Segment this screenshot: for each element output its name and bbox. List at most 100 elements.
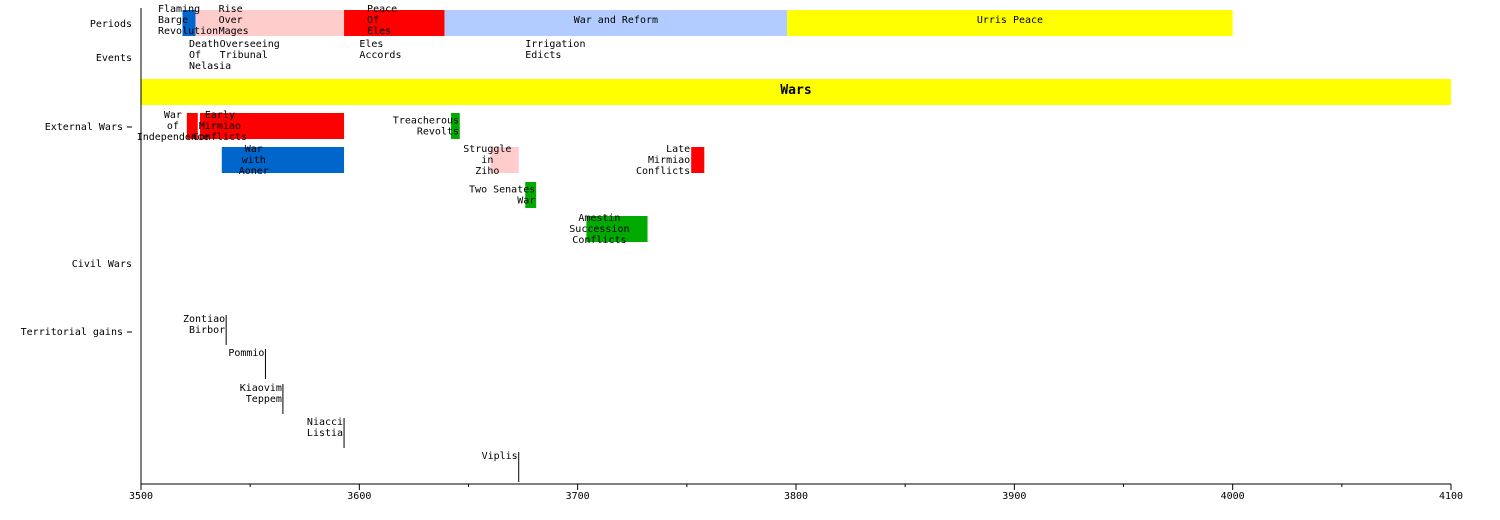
external-war-bar-amestin-succession-conflicts <box>586 216 648 242</box>
x-tick-label-4000: 4000 <box>1221 491 1245 502</box>
external-war-label-treacherous-revolts-line: Treacherous <box>393 116 459 127</box>
event-label-death-of-nelasia-line: Death <box>189 39 219 50</box>
external-war-label-war-of-independence-line: Independence <box>137 132 209 143</box>
period-label-flaming-barge-revolution-line: Revolution <box>158 26 218 37</box>
external-war-label-war-with-aoner-line: Aoner <box>239 166 269 177</box>
labels-layer: Periods Events External Wars Civil Wars Terr… <box>21 4 1043 462</box>
period-label-peace-of-eles-line: Of <box>367 15 379 26</box>
external-war-label-war-of-independence-line: of <box>167 121 179 132</box>
territorial-label-niacci-listia-line: Listia <box>307 428 343 439</box>
external-war-label-two-senates-war-line: War <box>517 196 535 207</box>
row-label-civil: Civil Wars <box>72 259 132 270</box>
external-war-label-amestin-succession-conflicts-line: Succession <box>569 224 629 235</box>
external-war-label-treacherous-revolts-line: Revolts <box>417 127 459 138</box>
period-label-urris-peace: Urris Peace <box>977 15 1043 26</box>
external-war-label-amestin-succession-conflicts-line: Amestin <box>578 213 620 224</box>
territorial-label-kiaovim-teppem-line: Kiaovim <box>240 383 282 394</box>
external-war-label-struggle-in-ziho-line: in <box>481 155 493 166</box>
period-label-flaming-barge-revolution: Flaming Barge Revolution <box>158 4 218 37</box>
external-war-label-late-mirmiao-conflicts: Late Mirmiao Conflicts <box>636 144 690 177</box>
period-label-flaming-barge-revolution-line: Flaming <box>158 4 200 15</box>
x-tick-label-3900: 3900 <box>1002 491 1026 502</box>
external-war-label-amestin-succession-conflicts-line: Conflicts <box>572 235 626 246</box>
territorial-label-pommio-line: Pommio <box>228 348 264 359</box>
territorial-label-zontiao-birbor-line: Birbor <box>189 325 225 336</box>
external-war-label-late-mirmiao-conflicts-line: Mirmiao <box>648 155 690 166</box>
period-bar-peace-of-eles <box>344 10 445 36</box>
territorial-label-viplis-line: Viplis <box>482 451 518 462</box>
period-label-peace-of-eles: Peace Of Eles <box>367 4 397 37</box>
external-war-bar-early-mirmiao-conflicts <box>199 113 345 139</box>
territorial-label-niacci-listia: Niacci Listia <box>307 417 343 439</box>
event-label-overseeing-tribunal: Overseeing Tribunal <box>220 39 280 61</box>
wars-banner-label: Wars <box>780 83 811 98</box>
external-war-label-early-mirmiao-conflicts-line: Conflicts <box>193 132 247 143</box>
territorial-label-kiaovim-teppem: Kiaovim Teppem <box>240 383 282 405</box>
external-war-bar-war-of-independence <box>186 113 198 139</box>
external-war-label-early-mirmiao-conflicts: Early Mirmiao Conflicts <box>193 110 247 143</box>
event-label-death-of-nelasia-line: Nelasia <box>189 61 231 72</box>
external-war-bar-late-mirmiao-conflicts <box>691 147 705 173</box>
external-war-label-war-of-independence-line: War <box>164 110 182 121</box>
external-war-label-war-of-independence: War of Independence <box>137 110 209 143</box>
event-label-overseeing-tribunal-line: Overseeing <box>220 39 280 50</box>
external-war-label-struggle-in-ziho: Struggle in Ziho <box>463 144 511 177</box>
event-label-eles-accords-line: Accords <box>359 50 401 61</box>
event-label-irrigation-edicts-line: Irrigation <box>525 39 585 50</box>
territorial-label-zontiao-birbor-line: Zontiao <box>183 314 225 325</box>
external-war-label-early-mirmiao-conflicts-line: Mirmiao <box>199 121 241 132</box>
period-label-flaming-barge-revolution-line: Barge <box>158 15 188 26</box>
territorial-label-kiaovim-teppem-line: Teppem <box>246 394 282 405</box>
external-war-label-war-with-aoner-line: with <box>242 155 266 166</box>
event-label-eles-accords: Eles Accords <box>359 39 401 61</box>
row-label-territorial: Territorial gains <box>21 327 123 338</box>
period-label-rise-over-mages: Rise Over Mages <box>219 4 249 37</box>
period-bar-flaming-barge-revolution <box>182 10 196 36</box>
external-war-bar-struggle-in-ziho <box>490 147 519 173</box>
row-label-periods: Periods <box>90 19 132 30</box>
period-bar-rise-over-mages <box>195 10 345 36</box>
event-label-irrigation-edicts-line: Edicts <box>525 50 561 61</box>
x-tick-label-3600: 3600 <box>347 491 371 502</box>
external-war-bar-war-with-aoner <box>221 147 345 173</box>
territorial-label-pommio: Pommio <box>228 348 264 359</box>
event-label-death-of-nelasia: Death Of Nelasia <box>189 39 231 72</box>
external-war-label-two-senates-war: Two Senates War <box>469 185 535 207</box>
axis-layer: 3500 3600 3700 3800 3900 4000 4100 <box>129 8 1463 502</box>
territorial-label-zontiao-birbor: Zontiao Birbor <box>183 314 225 336</box>
event-label-irrigation-edicts: Irrigation Edicts <box>525 39 585 61</box>
period-label-peace-of-eles-line: Peace <box>367 4 397 15</box>
period-label-peace-of-eles-line: Eles <box>367 26 391 37</box>
period-label-rise-over-mages-line: Over <box>219 15 243 26</box>
external-war-label-war-with-aoner: War with Aoner <box>239 144 269 177</box>
external-war-label-late-mirmiao-conflicts-line: Conflicts <box>636 166 690 177</box>
period-label-rise-over-mages-line: Rise <box>219 4 243 15</box>
external-war-bar-two-senates-war <box>525 182 537 208</box>
external-war-label-amestin-succession-conflicts: Amestin Succession Conflicts <box>569 213 629 246</box>
external-war-label-two-senates-war-line: Two Senates <box>469 185 535 196</box>
x-tick-label-3500: 3500 <box>129 491 153 502</box>
x-tick-label-4100: 4100 <box>1439 491 1463 502</box>
event-label-eles-accords-line: Eles <box>359 39 383 50</box>
external-war-label-struggle-in-ziho-line: Ziho <box>475 166 499 177</box>
period-bar-war-and-reform <box>444 10 788 36</box>
external-war-label-war-with-aoner-line: War <box>245 144 263 155</box>
event-label-death-of-nelasia-line: Of <box>189 50 201 61</box>
wars-banner-bar <box>141 79 1451 105</box>
territorial-label-viplis: Viplis <box>482 451 518 462</box>
x-tick-label-3700: 3700 <box>566 491 590 502</box>
event-label-overseeing-tribunal-line: Tribunal <box>220 50 268 61</box>
row-label-external: External Wars <box>45 122 123 133</box>
external-war-label-treacherous-revolts: Treacherous Revolts <box>393 116 459 138</box>
bars-layer <box>141 10 1451 482</box>
period-bar-urris-peace <box>787 10 1233 36</box>
row-label-events: Events <box>96 53 132 64</box>
period-label-war-and-reform: War and Reform <box>574 15 658 26</box>
external-war-label-late-mirmiao-conflicts-line: Late <box>666 144 690 155</box>
period-label-rise-over-mages-line: Mages <box>219 26 249 37</box>
x-tick-label-3800: 3800 <box>784 491 808 502</box>
external-war-bar-treacherous-revolts <box>451 113 460 139</box>
external-war-label-early-mirmiao-conflicts-line: Early <box>205 110 235 121</box>
territorial-label-niacci-listia-line: Niacci <box>307 417 343 428</box>
